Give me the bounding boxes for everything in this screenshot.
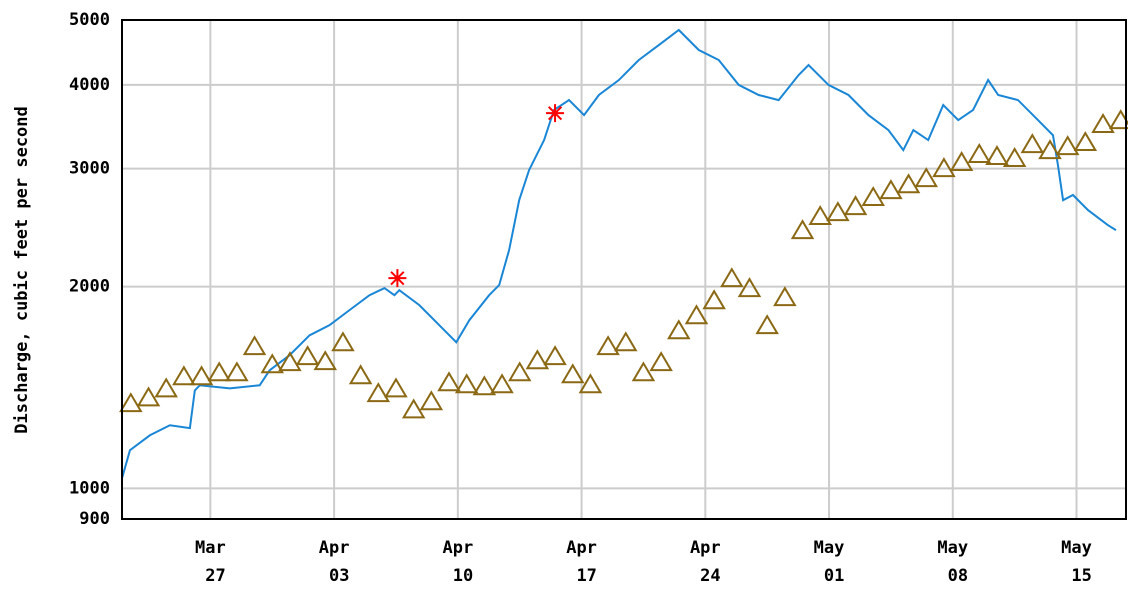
triangle-marker [649,351,673,372]
triangle-marker [437,371,461,392]
x-tick-label: May 15 [1061,538,1092,586]
triangle-marker [702,289,726,310]
triangle-marker [631,361,656,382]
triangle-marker [260,353,284,374]
triangle-marker [278,351,302,372]
triangle-marker [242,335,267,356]
triangle-marker [384,377,408,398]
triangle-marker [225,361,249,382]
triangle-marker [667,319,691,340]
triangle-marker [826,201,850,222]
triangle-marker [490,373,514,394]
triangle-marker [1038,139,1062,160]
triangle-marker [331,331,355,352]
x-tick-label: Mar 27 [195,538,226,586]
discharge-line [121,28,1117,479]
triangle-marker [932,157,956,178]
triangle-marker [614,331,638,352]
triangle-marker [154,377,178,398]
triangle-marker [861,186,885,207]
triangle-marker [348,364,373,385]
triangle-marker [1055,135,1080,156]
y-tick-label: 900 [79,509,110,529]
triangle-marker [313,350,338,371]
triangle-marker [454,373,479,394]
triangle-marker [525,349,550,370]
triangle-marker [189,365,214,386]
triangle-marker [1020,133,1045,154]
x-tick-label: Apr 17 [566,538,597,586]
triangle-marker [419,390,444,411]
triangle-marker [1002,147,1027,167]
triangle-marker [773,286,797,307]
x-tick-label: Apr 03 [319,538,350,586]
triangle-marker [543,345,567,366]
triangle-marker [136,386,161,407]
triangle-marker [914,167,939,188]
triangle-marker [172,365,196,386]
triangle-marker [1091,112,1115,133]
y-tick-label: 2000 [69,277,110,297]
triangle-marker [737,277,762,298]
triangle-marker [366,382,391,403]
triangle-marker [1073,131,1098,152]
plot-frame [121,19,1127,520]
x-tick-label: May 01 [814,538,845,586]
y-axis-label: Discharge, cubic feet per second [12,106,32,434]
asterisk-marker [388,269,407,288]
triangle-marker [295,345,320,366]
triangle-marker [684,304,709,325]
triangle-marker [507,361,532,382]
triangle-marker [119,392,143,413]
triangle-marker [596,335,620,356]
y-tick-label: 3000 [69,159,110,179]
triangle-marker [560,363,585,384]
x-tick-label: Apr 10 [442,538,473,586]
triangle-marker [985,145,1009,166]
triangle-marker [967,143,992,163]
triangle-marker [755,314,779,335]
x-tick-label: Apr 24 [690,538,721,586]
triangle-marker [720,267,744,288]
y-tick-label: 1000 [69,478,110,498]
triangle-marker [879,179,903,200]
y-tick-label: 4000 [69,75,110,95]
triangle-marker [401,398,426,419]
triangle-marker [896,173,921,194]
triangle-marker [949,151,974,172]
triangle-marker [578,373,603,394]
triangle-marker [472,375,497,396]
triangle-marker [843,195,868,216]
asterisk-marker [546,104,565,123]
triangle-marker [790,219,815,240]
triangle-marker [207,361,231,382]
x-tick-label: May 08 [937,538,968,586]
triangle-marker [808,205,832,226]
y-tick-label: 5000 [69,10,110,30]
